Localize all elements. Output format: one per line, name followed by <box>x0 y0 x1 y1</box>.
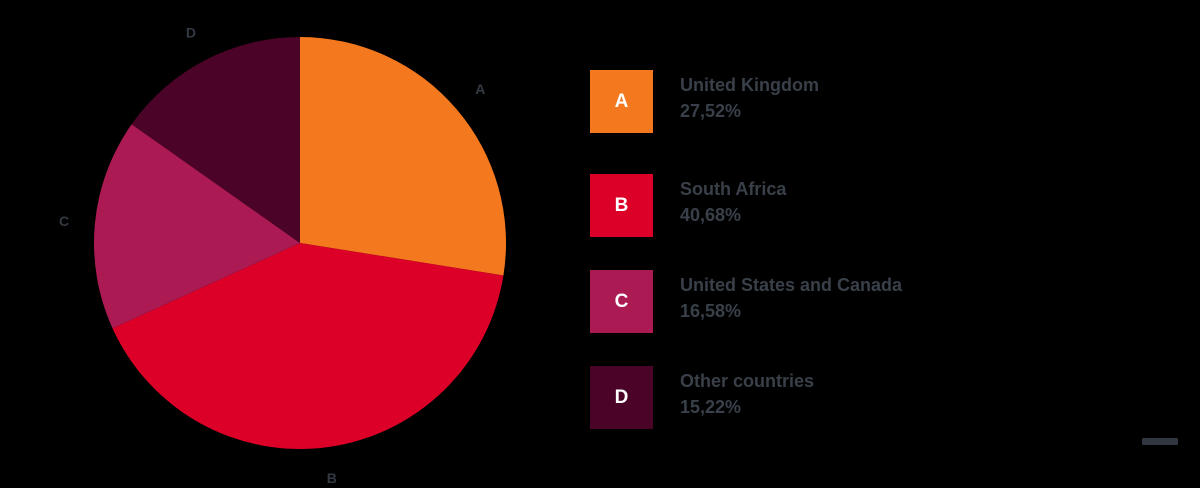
legend-swatch-letter-c: C <box>614 290 629 312</box>
legend-swatch-letter-b: B <box>614 194 629 216</box>
legend-swatch-a: A <box>590 70 653 133</box>
legend-value: 16,58% <box>680 301 742 321</box>
legend-value: 27,52% <box>680 101 742 121</box>
pie-slice-b[interactable] <box>112 243 504 449</box>
pie-slice-letter-b: B <box>327 470 337 486</box>
pie-slice-a[interactable] <box>300 37 506 276</box>
legend-swatch-d: D <box>590 366 653 429</box>
pie-slice-c[interactable] <box>93 124 301 329</box>
legend-swatch-letter-d: D <box>614 386 629 408</box>
legend-item-south-africa[interactable]: B South Africa 40,68% <box>590 174 902 237</box>
legend-label: South Africa <box>680 179 787 199</box>
pie-slice-letter-c: C <box>59 213 69 229</box>
legend-value: 15,22% <box>680 397 742 417</box>
legend-value: 40,68% <box>680 205 742 225</box>
legend-label: United Kingdom <box>680 75 819 95</box>
legend-label: United States and Canada <box>680 275 903 295</box>
legend-label: Other countries <box>680 371 815 391</box>
legend: A United Kingdom 27,52% B South Africa 4… <box>590 70 902 462</box>
legend-swatch-c: C <box>590 270 653 333</box>
pie-chart: A B C D <box>59 25 506 486</box>
legend-swatch-letter-a: A <box>614 90 629 112</box>
pie-slice-letter-d: D <box>186 25 196 41</box>
legend-item-other-countries[interactable]: D Other countries 15,22% <box>590 366 902 429</box>
pie-slice-d[interactable] <box>131 36 300 243</box>
legend-item-united-states-and-canada[interactable]: C United States and Canada 16,58% <box>590 270 902 333</box>
watermark <box>1142 438 1178 445</box>
legend-item-united-kingdom[interactable]: A United Kingdom 27,52% <box>590 70 902 133</box>
pie-slice-letter-a: A <box>475 81 485 97</box>
legend-swatch-b: B <box>590 174 653 237</box>
